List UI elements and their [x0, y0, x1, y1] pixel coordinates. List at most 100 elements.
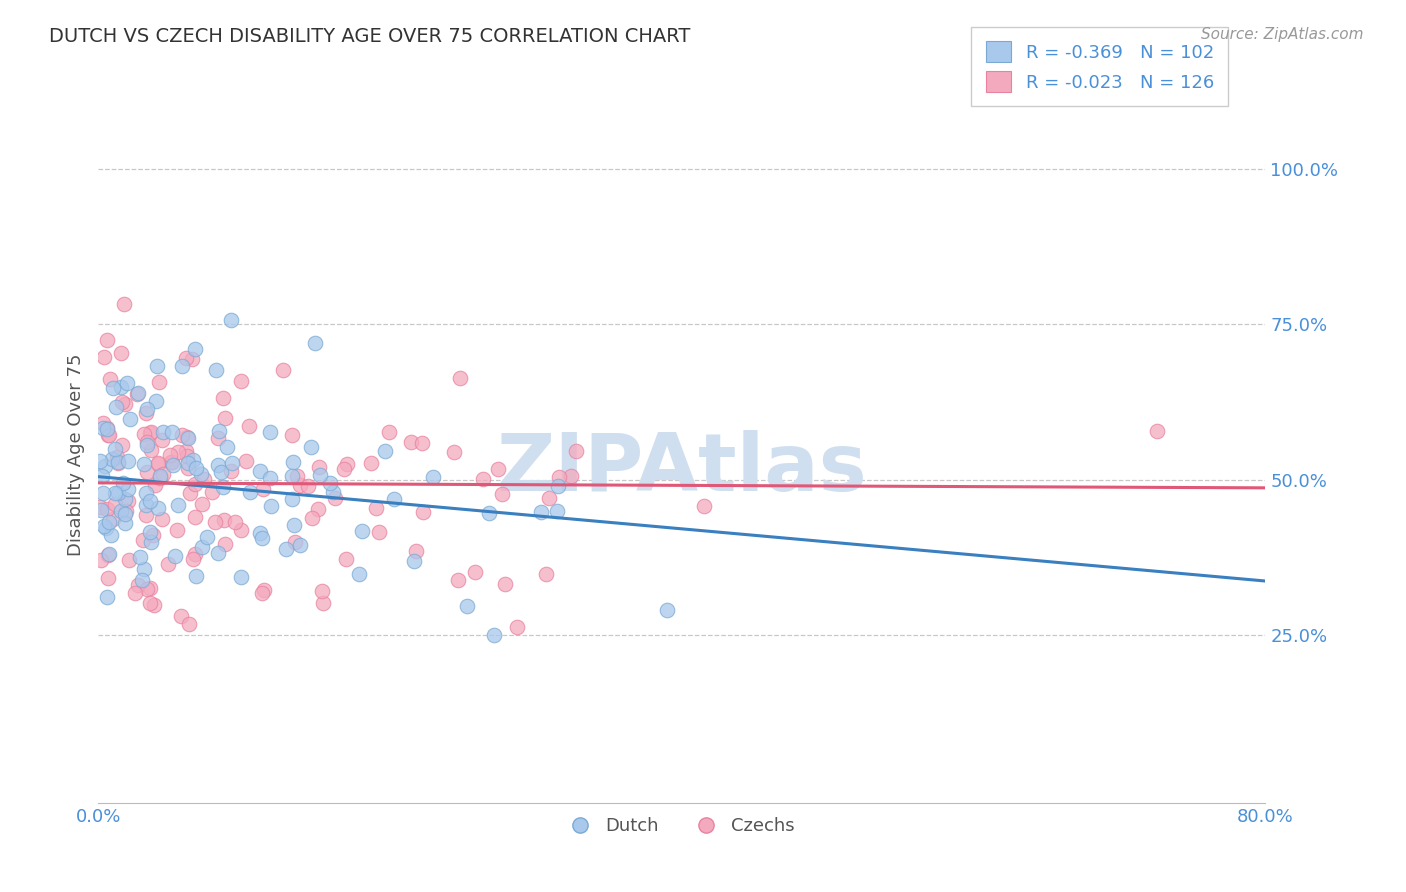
Point [271, 363, 294, 377]
Point [150, 433, 173, 447]
Point [184, 342, 207, 356]
Point [211, 480, 233, 494]
Point [191, 541, 214, 555]
Point [548, 470, 571, 484]
Point [127, 578, 149, 592]
Point [90, 469, 112, 483]
Point [449, 371, 471, 385]
Point [184, 509, 207, 524]
Point [179, 486, 201, 500]
Point [146, 456, 169, 470]
Point [456, 599, 478, 613]
Point [207, 546, 229, 560]
Point [114, 508, 136, 522]
Point [91, 421, 114, 435]
Point [104, 400, 127, 414]
Point [212, 391, 235, 405]
Point [412, 505, 434, 519]
Point [139, 425, 162, 440]
Point [93, 459, 115, 474]
Point [132, 561, 155, 575]
Point [159, 448, 181, 462]
Point [96, 421, 118, 435]
Point [205, 363, 228, 377]
Point [301, 511, 323, 525]
Point [229, 523, 252, 537]
Point [139, 494, 162, 508]
Point [336, 458, 359, 472]
Point [141, 442, 163, 457]
Point [148, 457, 170, 471]
Point [169, 608, 191, 623]
Point [170, 428, 193, 442]
Point [97, 428, 120, 442]
Point [250, 586, 273, 600]
Point [299, 440, 322, 454]
Point [195, 530, 218, 544]
Point [209, 465, 232, 479]
Text: DUTCH VS CZECH DISABILITY AGE OVER 75 CORRELATION CHART: DUTCH VS CZECH DISABILITY AGE OVER 75 CO… [49, 27, 690, 45]
Point [534, 566, 557, 581]
Point [443, 445, 465, 459]
Point [304, 336, 326, 351]
Point [411, 436, 433, 450]
Point [91, 486, 114, 500]
Point [374, 444, 396, 458]
Point [184, 461, 207, 475]
Point [135, 406, 157, 420]
Point [90, 503, 112, 517]
Point [160, 425, 183, 439]
Point [214, 537, 236, 551]
Point [214, 411, 236, 425]
Point [276, 541, 298, 556]
Point [93, 350, 115, 364]
Point [546, 504, 568, 518]
Point [167, 445, 190, 459]
Point [129, 549, 152, 564]
Point [138, 596, 160, 610]
Point [309, 467, 332, 482]
Point [472, 472, 495, 486]
Point [491, 486, 513, 500]
Point [482, 628, 505, 642]
Point [335, 552, 357, 566]
Point [166, 523, 188, 537]
Point [239, 485, 262, 500]
Text: Source: ZipAtlas.com: Source: ZipAtlas.com [1201, 27, 1364, 42]
Point [124, 585, 146, 599]
Point [118, 412, 141, 426]
Point [176, 460, 198, 475]
Point [148, 501, 170, 516]
Point [110, 380, 132, 394]
Point [135, 486, 157, 500]
Point [100, 528, 122, 542]
Point [101, 452, 124, 467]
Point [693, 499, 716, 513]
Point [281, 491, 304, 506]
Point [402, 554, 425, 568]
Point [281, 454, 304, 468]
Point [131, 574, 153, 588]
Point [207, 432, 229, 446]
Point [97, 548, 120, 562]
Point [259, 470, 281, 484]
Point [136, 465, 159, 479]
Point [138, 581, 160, 595]
Point [464, 565, 486, 579]
Point [181, 351, 204, 366]
Point [110, 504, 132, 518]
Point [179, 616, 201, 631]
Point [107, 455, 129, 469]
Point [136, 437, 159, 451]
Point [319, 476, 342, 491]
Point [145, 359, 167, 373]
Point [181, 453, 204, 467]
Point [284, 534, 307, 549]
Text: ZIPAtlas: ZIPAtlas [496, 430, 868, 508]
Point [367, 524, 389, 539]
Point [141, 535, 163, 549]
Point [114, 492, 136, 507]
Point [97, 571, 120, 585]
Point [447, 573, 470, 587]
Point [149, 469, 172, 483]
